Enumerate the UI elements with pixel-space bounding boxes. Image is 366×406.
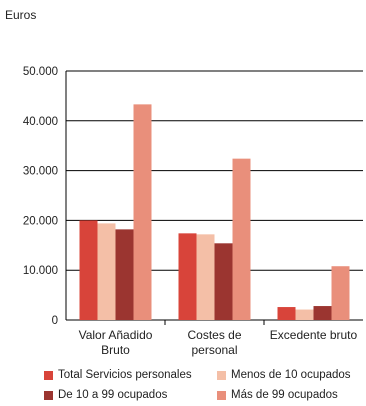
bar-total [178,233,197,320]
x-category-label: Costes de [187,328,241,342]
legend-label-menos10: Menos de 10 ocupados [231,369,351,381]
bar-mas99 [232,158,251,320]
bar-de10a99 [214,243,233,320]
x-category-label: Bruto [101,343,130,357]
y-tick-label: 40.000 [23,116,58,128]
legend-item-mas99: Más de 99 ocupados [217,389,338,401]
legend-swatch-de10a99 [44,390,53,400]
legend-item-de10a99: De 10 a 99 ocupados [44,389,167,401]
bar-de10a99 [313,306,332,320]
y-axis-unit-label: Euros [5,8,37,22]
bar-menos10 [97,223,116,320]
legend-swatch-total [44,370,53,380]
legend-item-menos10: Menos de 10 ocupados [217,369,351,381]
bar-de10a99 [115,229,134,320]
bar-total [79,220,98,320]
legend-swatch-menos10 [217,370,226,380]
legend-label-total: Total Servicios personales [58,369,192,381]
y-tick-label: 0 [52,315,58,327]
y-tick-label: 50.000 [23,66,58,78]
bar-mas99 [133,104,152,320]
bar-menos10 [295,309,314,320]
y-tick-label: 10.000 [23,265,58,277]
y-tick-label: 20.000 [23,215,58,227]
bar-total [277,307,296,320]
legend-label-mas99: Más de 99 ocupados [231,389,338,401]
x-category-label: personal [191,343,237,357]
legend-label-de10a99: De 10 a 99 ocupados [58,389,168,401]
y-tick-label: 30.000 [23,166,58,178]
bar-menos10 [196,234,215,320]
x-category-label: Valor Añadido [79,328,153,342]
bar-mas99 [331,266,350,320]
legend-swatch-mas99 [217,390,226,400]
x-category-label: Excedente bruto [270,328,358,342]
legend-item-total: Total Servicios personales [44,369,192,381]
